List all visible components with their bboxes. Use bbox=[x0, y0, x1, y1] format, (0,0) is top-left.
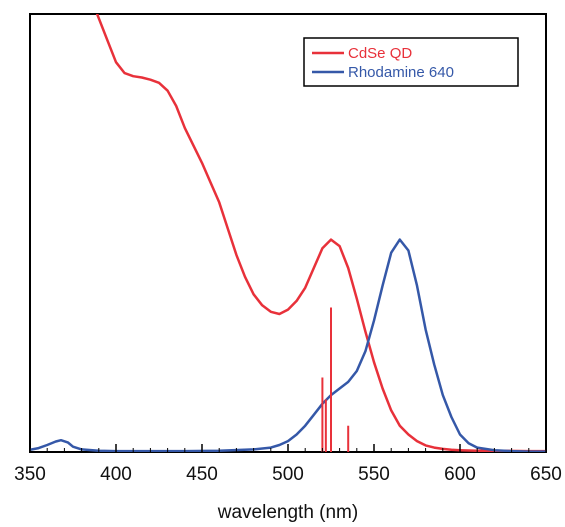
legend-label-cdse: CdSe QD bbox=[348, 45, 412, 62]
x-tick-label-650: 650 bbox=[530, 464, 562, 485]
x-tick-label-450: 450 bbox=[186, 464, 218, 485]
legend: CdSe QD Rhodamine 640 bbox=[304, 38, 518, 86]
x-tick-label-350: 350 bbox=[14, 464, 46, 485]
x-axis-label: wavelength (nm) bbox=[217, 502, 358, 523]
x-tick-label-500: 500 bbox=[272, 464, 304, 485]
x-tick-label-400: 400 bbox=[100, 464, 132, 485]
series-line-rhodamine-640 bbox=[30, 240, 546, 452]
x-tick-label-600: 600 bbox=[444, 464, 476, 485]
legend-label-rhodamine: Rhodamine 640 bbox=[348, 64, 454, 81]
x-tick-label-550: 550 bbox=[358, 464, 390, 485]
